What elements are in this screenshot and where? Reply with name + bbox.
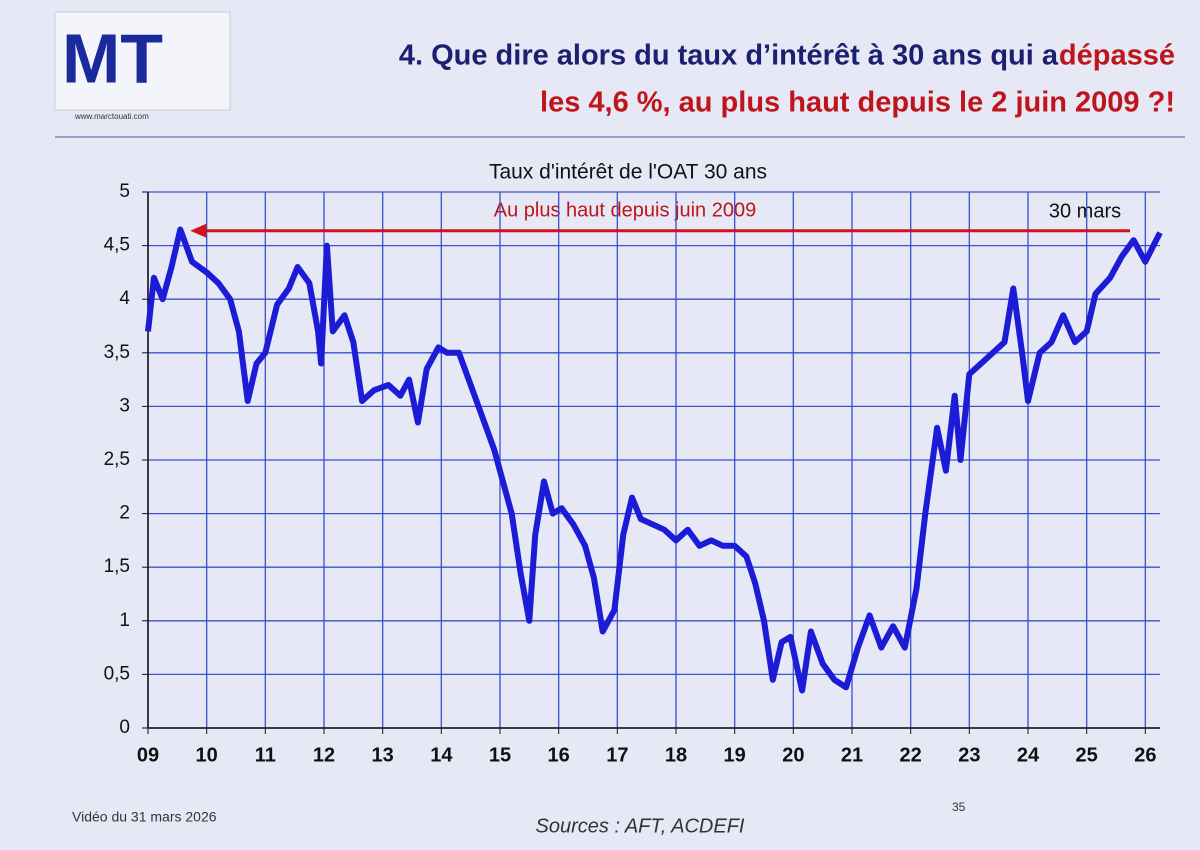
- x-tick-label: 23: [958, 744, 980, 766]
- y-tick-label: 2,5: [104, 449, 130, 470]
- page-number: 35: [952, 800, 966, 814]
- x-tick-label: 17: [606, 744, 628, 766]
- y-tick-label: 5: [119, 181, 130, 202]
- logo-box: [54, 11, 231, 111]
- y-tick-label: 0: [119, 717, 130, 738]
- plot: 0 0,5 1 1,5 2 2,5 3 3,5 4 4,5 5 09 10 11 12 13 14 15 16 17 1…: [104, 181, 1163, 766]
- x-tick-label: 22: [900, 744, 922, 766]
- footer-video: Vidéo du 31 mars 2026: [72, 809, 217, 825]
- y-tick-label: 1,5: [104, 556, 130, 577]
- logo: MT: [62, 19, 163, 97]
- title-line2: les 4,6 %, au plus haut depuis le 2 juin…: [540, 87, 1175, 119]
- title-highlight: dépassé: [1059, 40, 1175, 72]
- sources: Sources : AFT, ACDEFI: [536, 815, 745, 837]
- x-tick-label: 15: [489, 744, 511, 766]
- x-tick-label: 16: [548, 744, 570, 766]
- chart-title: Taux d'intérêt de l'OAT 30 ans: [489, 161, 767, 184]
- x-tick-label: 19: [724, 744, 746, 766]
- logo-url: www.marctouati.com: [74, 112, 149, 121]
- x-tick-label: 10: [196, 744, 218, 766]
- x-tick-label: 25: [1076, 744, 1098, 766]
- y-tick-label: 3: [119, 395, 130, 416]
- title-line1: 4. Que dire alors du taux d’intérêt à 30…: [399, 40, 1059, 72]
- y-tick-label: 1: [119, 610, 130, 631]
- x-tick-label: 26: [1134, 744, 1156, 766]
- x-tick-label: 24: [1017, 744, 1040, 766]
- y-tick-label: 4,5: [104, 235, 130, 256]
- x-tick-label: 20: [782, 744, 804, 766]
- y-tick-label: 2: [119, 503, 130, 524]
- annotation: Au plus haut depuis juin 2009: [494, 199, 756, 221]
- y-tick-label: 3,5: [104, 342, 130, 363]
- annotation: 30 mars: [1049, 200, 1121, 222]
- arrow-head: [190, 223, 207, 238]
- series-line: [145, 226, 1163, 694]
- x-tick-label: 11: [255, 744, 276, 766]
- x-tick-label: 14: [430, 744, 453, 766]
- y-tick-label: 4: [119, 288, 130, 309]
- x-tick-label: 18: [665, 744, 687, 766]
- x-tick-label: 12: [313, 744, 335, 766]
- x-tick-label: 21: [841, 744, 863, 766]
- y-tick-label: 0,5: [104, 663, 130, 684]
- x-tick-label: 09: [137, 744, 159, 766]
- x-tick-label: 13: [372, 744, 394, 766]
